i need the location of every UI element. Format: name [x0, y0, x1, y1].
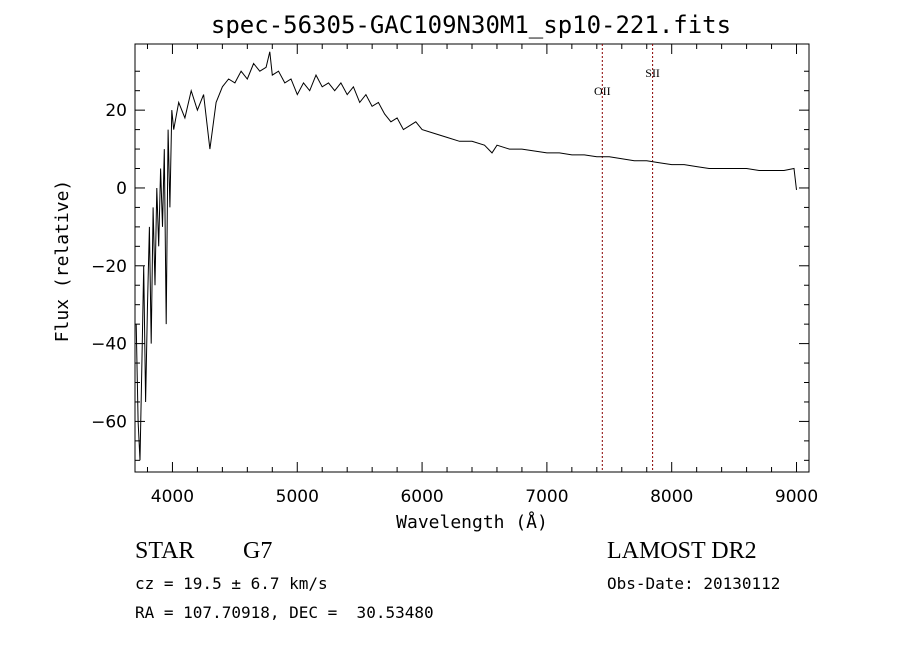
object-subclass: G7: [243, 538, 273, 564]
y-tick-label: 0: [116, 179, 127, 199]
ra-dec-coordinates: RA = 107.70918, DEC = 30.53480: [135, 603, 434, 622]
spectrum-series-line: [135, 51, 797, 461]
observation-date: Obs-Date: 20130112: [607, 574, 781, 593]
y-tick-label: 20: [105, 101, 127, 121]
plot-frame: [134, 43, 810, 473]
x-axis-label: Wavelength (Å): [396, 511, 548, 533]
x-axis: 4000 5000 6000 7000 8000 9000: [146, 44, 818, 507]
object-class: STAR: [135, 538, 195, 564]
y-tick-label: −40: [91, 335, 127, 355]
redshift-velocity: cz = 19.5 ± 6.7 km/s: [135, 574, 328, 593]
y-axis: −60 −40 −20 0 20: [91, 70, 809, 461]
chart-title: spec-56305-GAC109N30M1_sp10-221.fits: [211, 11, 731, 39]
y-tick-label: −60: [91, 412, 127, 432]
x-tick-label: 7000: [525, 487, 568, 507]
x-tick-label: 5000: [276, 487, 319, 507]
x-tick-label: 8000: [650, 487, 693, 507]
x-tick-label: 4000: [151, 487, 194, 507]
x-tick-label: 6000: [400, 487, 443, 507]
survey-name: LAMOST DR2: [607, 538, 757, 564]
y-axis-label: Flux (relative): [52, 180, 73, 343]
marker-label-sii: SII: [645, 66, 660, 80]
y-tick-label: −20: [91, 257, 127, 277]
x-tick-label: 9000: [775, 487, 818, 507]
marker-label-oii: OII: [594, 84, 611, 98]
spectral-line-markers: OII SII: [594, 44, 660, 472]
